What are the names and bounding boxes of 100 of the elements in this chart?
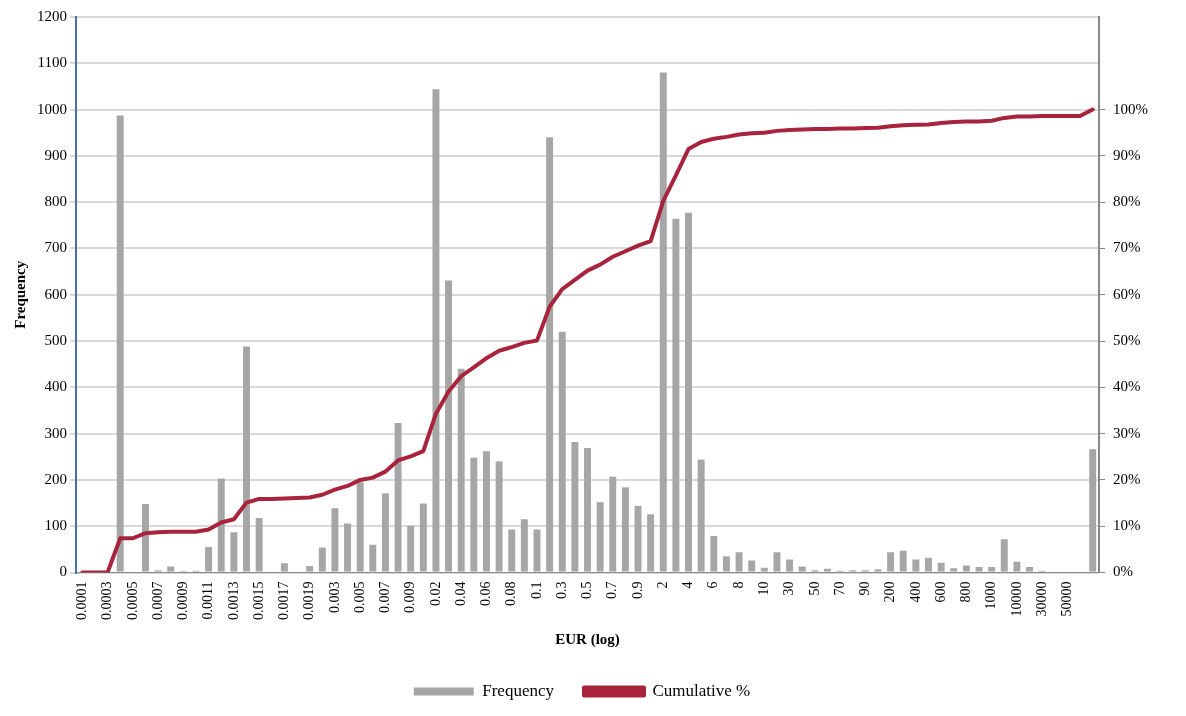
bar <box>609 476 617 572</box>
bar <box>1026 566 1034 572</box>
y-tick-label: 0 <box>59 563 67 580</box>
x-tick-label: 0.0009 <box>175 581 191 620</box>
bar <box>735 552 743 572</box>
bar <box>369 544 377 572</box>
bar <box>1013 561 1021 572</box>
bar <box>495 461 503 572</box>
bar <box>1000 539 1008 572</box>
x-tick-label: 0.3 <box>553 581 569 599</box>
bar <box>722 556 730 572</box>
x-tick-label: 0.5 <box>579 581 595 599</box>
x-tick-label: 8 <box>730 581 746 589</box>
bar <box>394 422 402 572</box>
x-tick-label: 6 <box>705 581 721 589</box>
x-tick-label: 30000 <box>1033 581 1049 617</box>
bar <box>672 218 680 572</box>
bar <box>975 566 983 572</box>
x-tick-label: 200 <box>882 581 898 603</box>
x-tick-label: 800 <box>958 581 974 603</box>
bar <box>344 523 352 572</box>
bar <box>445 280 453 572</box>
bar <box>798 566 806 572</box>
x-tick-label: 0.0019 <box>301 581 317 620</box>
bar <box>925 557 932 572</box>
y2-tick-label: 30% <box>1113 424 1141 441</box>
bar <box>470 457 478 572</box>
x-tick-label: 0.02 <box>427 581 443 606</box>
bar <box>306 566 314 572</box>
x-tick-label: 50000 <box>1059 581 1075 617</box>
y2-tick-label: 40% <box>1113 378 1141 395</box>
bar <box>710 535 718 572</box>
y2-tick-label: 20% <box>1113 470 1141 487</box>
y-tick-label: 300 <box>44 424 67 441</box>
y2-tick-label: 90% <box>1113 146 1141 163</box>
bar <box>318 547 326 572</box>
bar <box>596 502 604 572</box>
x-tick-label: 0.1 <box>528 581 544 599</box>
y-tick-label: 1100 <box>37 54 67 71</box>
x-tick-label: 0.0007 <box>149 581 165 620</box>
x-tick-label: 0.005 <box>351 581 367 613</box>
bar <box>1089 449 1097 572</box>
bar <box>205 547 213 572</box>
bar <box>988 566 996 572</box>
y2-tick-label: 10% <box>1113 517 1141 534</box>
bar <box>432 89 440 572</box>
x-tick-label: 0.7 <box>604 581 620 599</box>
bar <box>647 514 655 572</box>
x-tick-label: 0.0017 <box>276 581 292 620</box>
y-axis-title: Frequency <box>11 260 28 329</box>
bar <box>571 441 579 572</box>
x-tick-label: 0.04 <box>452 581 468 606</box>
x-tick-label: 0.003 <box>326 581 342 613</box>
x-tick-label: 10000 <box>1008 581 1024 617</box>
bar <box>546 137 554 572</box>
y2-tick-label: 70% <box>1113 239 1141 256</box>
bar <box>407 525 415 572</box>
bar <box>331 508 339 572</box>
bar <box>482 451 490 572</box>
x-tick-label: 90 <box>857 581 873 596</box>
bar <box>786 559 794 572</box>
x-tick-label: 30 <box>781 581 797 596</box>
bar <box>874 569 882 572</box>
x-tick-label: 600 <box>932 581 948 603</box>
bar <box>912 559 920 572</box>
bar <box>621 487 629 572</box>
bar <box>685 212 693 572</box>
y-tick-label: 100 <box>44 517 67 534</box>
legend-label: Frequency <box>482 680 555 700</box>
y-tick-label: 700 <box>44 239 67 256</box>
bar <box>887 552 895 572</box>
bar <box>558 331 566 572</box>
bar <box>230 532 238 572</box>
bar <box>697 459 705 572</box>
x-tick-label: 0.0013 <box>225 581 241 620</box>
x-tick-label: 400 <box>907 581 923 603</box>
x-tick-label: 0.007 <box>377 581 393 613</box>
bar <box>280 563 288 572</box>
bar <box>419 503 427 572</box>
bar <box>950 568 958 572</box>
y-tick-label: 1200 <box>37 7 67 24</box>
bar <box>520 519 528 572</box>
legend-label: Cumulative % <box>652 680 751 700</box>
bar <box>141 503 149 572</box>
bar <box>937 562 945 572</box>
x-tick-label: 0.0011 <box>200 581 216 620</box>
bar <box>457 368 465 572</box>
bar <box>356 482 364 572</box>
bar <box>243 346 250 572</box>
y-tick-label: 900 <box>44 146 67 163</box>
x-tick-label: 0.009 <box>402 581 418 613</box>
bar <box>116 115 124 572</box>
y2-tick-label: 100% <box>1113 100 1148 117</box>
x-tick-label: 50 <box>806 581 822 596</box>
y2-tick-label: 0% <box>1113 563 1133 580</box>
bar <box>508 529 516 572</box>
x-tick-label: 0.08 <box>503 581 519 606</box>
y-tick-label: 600 <box>44 285 67 302</box>
bar <box>381 493 389 572</box>
x-tick-label: 0.06 <box>478 581 494 606</box>
